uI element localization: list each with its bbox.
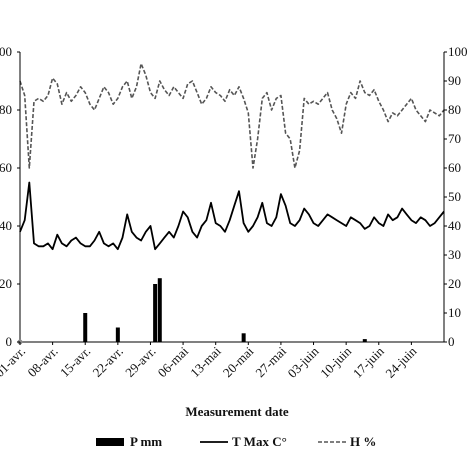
x-tick-label: 03-juin	[284, 343, 322, 381]
legend-label-precip: P mm	[130, 434, 162, 449]
x-tick-label: 15-avr.	[57, 344, 93, 380]
precip-bar	[115, 327, 120, 342]
legend: P mm T Max C° H %	[96, 434, 376, 449]
right-tick-label: 70	[448, 131, 461, 146]
left-tick-label: 100	[0, 44, 12, 59]
left-tick-label: 80	[0, 102, 12, 117]
x-tick-label: 13-mai	[187, 343, 224, 380]
precip-bar	[362, 339, 367, 342]
left-axis-ticks: 0 20 40 60 80 100	[0, 44, 20, 349]
x-tick-label: 01-avr.	[0, 344, 28, 380]
series-lines	[19, 62, 445, 251]
x-tick-label: 29-avr.	[122, 344, 158, 380]
right-axis-ticks: 0 10 20 30 40 50 60 70 80 90 100	[444, 44, 468, 349]
right-tick-label: 90	[448, 73, 461, 88]
left-tick-label: 0	[6, 334, 13, 349]
legend-swatch-precip	[96, 438, 124, 446]
right-tick-label: 0	[448, 334, 455, 349]
tmax-line	[19, 181, 445, 251]
left-tick-label: 20	[0, 276, 12, 291]
x-tick-label: 08-avr.	[24, 344, 60, 380]
right-tick-label: 100	[448, 44, 468, 59]
x-tick-label: 10-juin	[317, 343, 355, 381]
x-tick-label: 22-avr.	[90, 344, 126, 380]
precip-bar	[157, 278, 162, 342]
x-tick-label: 24-juin	[382, 343, 420, 381]
legend-label-tmax: T Max C°	[232, 434, 287, 449]
right-tick-label: 40	[448, 218, 461, 233]
x-tick-label: 27-mai	[252, 343, 289, 380]
x-axis-label: Measurement date	[185, 404, 289, 419]
precip-bar	[241, 333, 246, 342]
left-tick-label: 40	[0, 218, 12, 233]
right-tick-label: 50	[448, 189, 461, 204]
x-tick-label: 20-mai	[220, 343, 257, 380]
precip-bar	[153, 284, 158, 342]
x-tick-label: 06-mai	[155, 343, 192, 380]
right-tick-label: 10	[448, 305, 461, 320]
left-tick-label: 60	[0, 160, 12, 175]
right-tick-label: 30	[448, 247, 461, 262]
right-tick-label: 60	[448, 160, 461, 175]
x-axis-ticks: 01-avr.08-avr.15-avr.22-avr.29-avr.06-ma…	[0, 342, 420, 381]
right-tick-label: 80	[448, 102, 461, 117]
right-tick-label: 20	[448, 276, 461, 291]
axes	[17, 52, 445, 345]
precipitation-bars	[83, 278, 367, 342]
humidity-line	[19, 62, 445, 169]
precip-bar	[83, 313, 88, 342]
legend-label-humidity: H %	[350, 434, 376, 449]
x-tick-label: 17-juin	[350, 343, 388, 381]
